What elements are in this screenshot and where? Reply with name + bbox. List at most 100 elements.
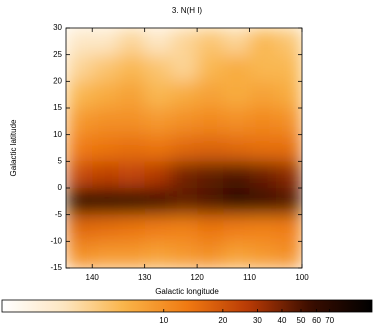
heatmap-cell (66, 28, 93, 56)
heatmap-cell (249, 241, 277, 268)
heatmap-cell (170, 214, 198, 242)
heatmap-cell (275, 28, 302, 56)
heatmap-cell (92, 28, 119, 56)
heatmap-cell (118, 28, 146, 56)
colorbar-tick-label: 70 (325, 316, 334, 325)
heatmap-cell (197, 214, 224, 242)
heatmap-cell (275, 108, 302, 136)
heatmap-cell (249, 161, 277, 189)
heatmap-cell (275, 161, 302, 189)
y-axis-label: Galactic latitude (9, 119, 18, 176)
heatmap-cell (197, 81, 224, 109)
heatmap-cell (92, 241, 119, 268)
x-tick-label: 100 (295, 273, 309, 282)
heatmap-area (66, 28, 302, 268)
heatmap-cell (92, 214, 119, 242)
heatmap-cell (170, 188, 198, 216)
y-tick-label: 10 (53, 130, 62, 139)
colorbar-tick-label: 20 (218, 316, 227, 325)
heatmap-cell (170, 28, 198, 56)
heatmap-cell (249, 54, 277, 82)
x-tick-label: 130 (138, 273, 152, 282)
heatmap-cell (170, 108, 198, 136)
heatmap-cell (144, 134, 172, 162)
heatmap-cell (66, 108, 93, 136)
heatmap-cell (275, 214, 302, 242)
heatmap-cell (249, 28, 277, 56)
heatmap-cell (92, 54, 119, 82)
heatmap-cell (66, 188, 93, 216)
colorbar-tick-label: 10 (159, 316, 168, 325)
heatmap-cell (66, 161, 93, 189)
heatmap-cell (197, 241, 224, 268)
heatmap-cell (118, 161, 146, 189)
heatmap-cell (275, 241, 302, 268)
heatmap-cell (249, 214, 277, 242)
colorbar-tick-label: 60 (312, 316, 321, 325)
y-tick-label: 20 (53, 76, 62, 85)
heatmap-cell (92, 188, 119, 216)
heatmap-cell (66, 54, 93, 82)
heatmap-cell (197, 108, 224, 136)
heatmap-cell (170, 54, 198, 82)
heatmap-cell (223, 28, 251, 56)
colorbar-tick-label: 30 (253, 316, 262, 325)
heatmap-cell (66, 134, 93, 162)
heatmap-cell (170, 161, 198, 189)
heatmap-cell (118, 214, 146, 242)
heatmap-cell (249, 188, 277, 216)
y-tick-label: 15 (53, 103, 62, 112)
heatmap-cell (223, 134, 251, 162)
heatmap-cell (197, 54, 224, 82)
plot-frame (65, 27, 303, 269)
heatmap-cell (170, 241, 198, 268)
heatmap-cell (223, 81, 251, 109)
x-tick-label: 110 (243, 273, 256, 282)
heatmap-cell (118, 188, 146, 216)
colorbar (1, 299, 373, 313)
heatmap-cell (223, 241, 251, 268)
heatmap-cell (66, 214, 93, 242)
heatmap-cell (144, 214, 172, 242)
heatmap-cell (144, 54, 172, 82)
y-tick-label: -10 (50, 236, 62, 245)
y-tick-label: 5 (58, 156, 63, 165)
y-tick-label: -15 (50, 263, 62, 272)
heatmap-cell (275, 54, 302, 82)
heatmap-cell (66, 81, 93, 109)
heatmap-cell (170, 134, 198, 162)
y-tick-label: 30 (53, 23, 62, 32)
heatmap-cell (197, 134, 224, 162)
heatmap-cell (249, 81, 277, 109)
x-tick-label: 120 (190, 273, 204, 282)
y-tick-label: -5 (55, 210, 63, 219)
heatmap-cell (144, 81, 172, 109)
heatmap-cell (275, 81, 302, 109)
heatmap-cell (92, 108, 119, 136)
heatmap-cell (66, 241, 93, 268)
heatmap-cell (197, 161, 224, 189)
heatmap-cell (118, 108, 146, 136)
heatmap-cell (197, 188, 224, 216)
heatmap-cell (144, 161, 172, 189)
heatmap-cell (118, 241, 146, 268)
heatmap-cell (118, 134, 146, 162)
y-tick-label: 0 (58, 183, 63, 192)
heatmap-cell (118, 54, 146, 82)
heatmap-cell (223, 188, 251, 216)
colorbar-tick-label: 50 (297, 316, 306, 325)
heatmap-cell (144, 108, 172, 136)
heatmap-cell (249, 108, 277, 136)
heatmap-cell (275, 134, 302, 162)
heatmap-cells (66, 28, 302, 268)
chart-title: 3. N(H I) (172, 6, 203, 15)
heatmap-cell (223, 108, 251, 136)
heatmap-cell (275, 188, 302, 216)
x-tick-label: 140 (86, 273, 100, 282)
x-axis-label: Galactic longitude (155, 287, 219, 296)
heatmap-cell (144, 241, 172, 268)
heatmap-cell (223, 54, 251, 82)
heatmap-cell (92, 81, 119, 109)
